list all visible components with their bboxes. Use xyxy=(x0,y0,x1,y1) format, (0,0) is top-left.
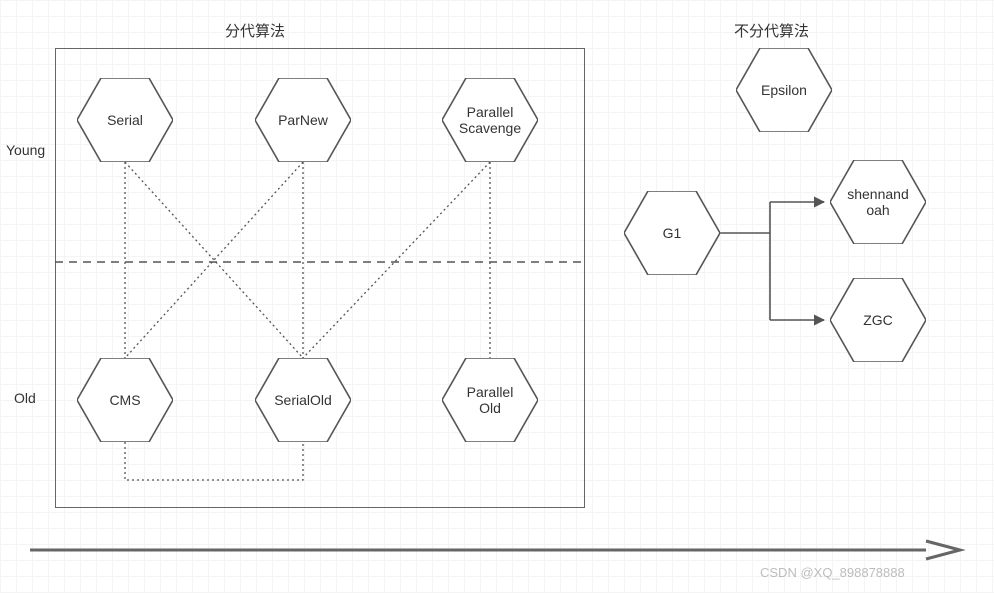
hex-serialold: SerialOld xyxy=(255,358,351,442)
hex-epsilon-label: Epsilon xyxy=(755,82,813,98)
watermark-text: CSDN @XQ_898878888 xyxy=(760,565,905,580)
hex-parold: ParallelOld xyxy=(442,358,538,442)
hex-cms: CMS xyxy=(77,358,173,442)
hex-parscav-label: ParallelScavenge xyxy=(453,104,527,136)
hex-parscav: ParallelScavenge xyxy=(442,78,538,162)
hex-g1-label: G1 xyxy=(657,225,688,241)
label-old: Old xyxy=(14,390,36,406)
hex-parnew: ParNew xyxy=(255,78,351,162)
hex-serialold-label: SerialOld xyxy=(268,392,338,408)
hex-serial-label: Serial xyxy=(101,112,149,128)
title-left: 分代算法 xyxy=(225,20,285,41)
title-right: 不分代算法 xyxy=(734,20,809,41)
hex-g1: G1 xyxy=(624,191,720,275)
hex-epsilon: Epsilon xyxy=(736,48,832,132)
hex-shenandoah-label: shennandoah xyxy=(841,186,915,218)
hex-zgc-label: ZGC xyxy=(857,312,899,328)
hex-parold-label: ParallelOld xyxy=(461,384,520,416)
hex-cms-label: CMS xyxy=(103,392,146,408)
label-young: Young xyxy=(6,142,45,158)
hex-parnew-label: ParNew xyxy=(272,112,334,128)
hex-serial: Serial xyxy=(77,78,173,162)
diagram-canvas: 分代算法 不分代算法 Young Old Serial ParNew Paralle… xyxy=(0,0,994,593)
hex-shenandoah: shennandoah xyxy=(830,160,926,244)
hex-zgc: ZGC xyxy=(830,278,926,362)
